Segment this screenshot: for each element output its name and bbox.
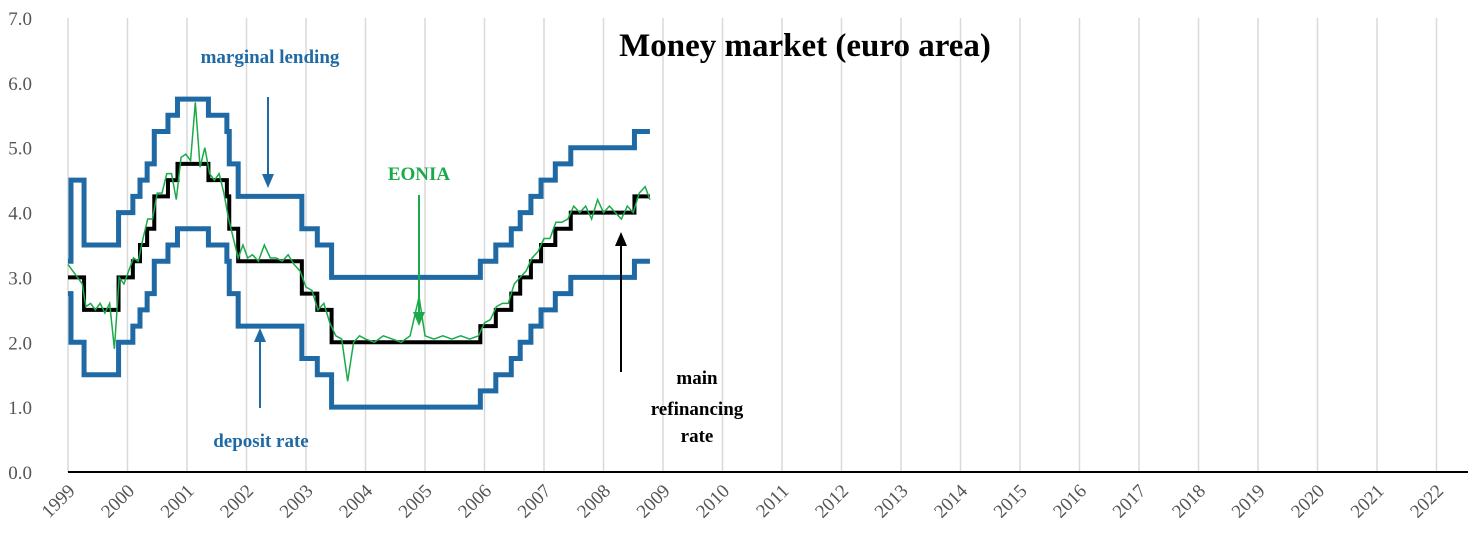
- x-tick-label: 2019: [1228, 481, 1270, 523]
- x-tick-label: 2017: [1109, 481, 1151, 523]
- annotation: refinancing: [651, 399, 744, 420]
- grid: [67, 18, 1438, 472]
- arrowhead: [413, 312, 425, 326]
- series-line: [68, 96, 650, 280]
- series-line: [68, 161, 650, 345]
- y-tick-label: 7.0: [8, 9, 32, 30]
- lines: [67, 96, 651, 410]
- x-tick-label: 2005: [395, 481, 437, 523]
- y-tick-label: 6.0: [8, 74, 32, 95]
- annotation: EONIA: [388, 164, 451, 185]
- x-tick-label: 2018: [1168, 481, 1210, 523]
- arrowhead: [615, 232, 627, 246]
- annotation: rate: [681, 426, 714, 447]
- x-tick-label: 2001: [157, 481, 199, 523]
- y-tick-label: 1.0: [8, 398, 32, 419]
- annotation: deposit rate: [213, 431, 309, 452]
- x-tick-label: 2012: [811, 481, 853, 523]
- x-tick-label: 2006: [454, 481, 496, 523]
- series-line: [67, 102, 651, 382]
- arrowhead: [262, 174, 274, 188]
- x-tick-label: 2010: [692, 481, 734, 523]
- x-tick-label: 2003: [276, 481, 318, 523]
- x-tick-label: 2004: [335, 480, 377, 522]
- x-tick-label: 1999: [38, 481, 80, 523]
- x-tick-label: 2008: [573, 481, 615, 523]
- x-tick-label: 2016: [1049, 481, 1091, 523]
- y-tick-label: 5.0: [8, 139, 32, 160]
- x-tick-label: 2021: [1347, 481, 1389, 523]
- x-tick-label: 2002: [216, 481, 258, 523]
- x-tick-label: 2015: [990, 481, 1032, 523]
- series-line: [68, 226, 650, 410]
- x-tick-label: 2013: [871, 481, 913, 523]
- x-tick-label: 2011: [752, 481, 793, 522]
- y-tick-label: 4.0: [8, 204, 32, 225]
- x-tick-label: 2014: [930, 480, 972, 522]
- chart-title: Money market (euro area): [619, 28, 991, 64]
- y-tick-label: 3.0: [8, 268, 32, 289]
- annotation: main: [676, 368, 718, 389]
- x-tick-label: 2009: [633, 481, 675, 523]
- y-tick-label: 0.0: [8, 463, 32, 484]
- x-tick-label: 2007: [514, 481, 556, 523]
- x-tick-label: 2020: [1287, 481, 1329, 523]
- y-tick-label: 2.0: [8, 333, 32, 354]
- arrowhead: [254, 328, 266, 342]
- x-tick-label: 2000: [97, 481, 139, 523]
- annotation: marginal lending: [201, 47, 340, 68]
- x-tick-label: 2022: [1406, 481, 1448, 523]
